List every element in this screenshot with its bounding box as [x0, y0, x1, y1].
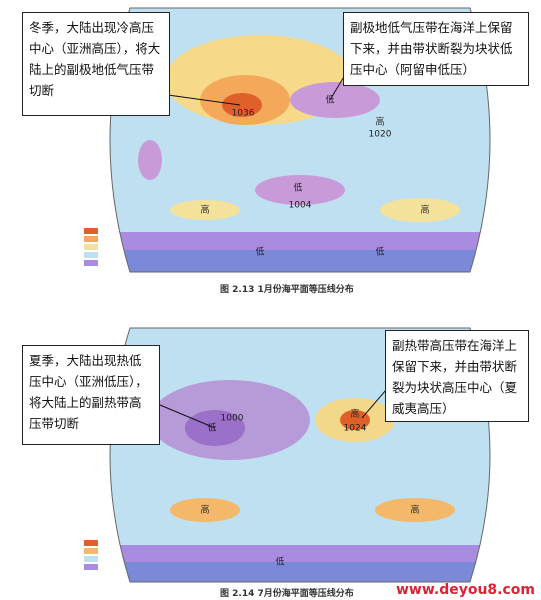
- map-label: 低: [275, 556, 284, 568]
- legend: [84, 228, 98, 570]
- caption: 图 2.14 7月份海平面等压线分布: [220, 589, 354, 599]
- map-label: 高: [200, 204, 209, 216]
- map-label: 低: [325, 94, 334, 106]
- map-label: 高: [420, 204, 429, 216]
- map-label: 高: [200, 504, 209, 516]
- map-label: 高: [410, 504, 419, 516]
- map-label: 1036: [232, 109, 255, 119]
- callout: 副热带高压带在海洋上保留下来，并由带状断裂为块状高压中心（夏威夷高压）: [385, 330, 529, 422]
- caption: 图 2.13 1月份海平面等压线分布: [220, 285, 354, 295]
- map-label: 低: [293, 182, 302, 194]
- map-label: 1020: [369, 130, 392, 140]
- map-label: 低: [375, 246, 384, 258]
- callout: 夏季，大陆出现热低压中心（亚洲低压），将大陆上的副热带高压带切断: [22, 345, 160, 445]
- map-label: 1024: [344, 424, 367, 434]
- map-label: 高: [375, 116, 384, 128]
- callout-arrows: [159, 74, 387, 429]
- callout: 副极地低气压带在海洋上保留下来，并由带状断裂为块状低压中心（阿留申低压）: [343, 12, 529, 86]
- map-label: 1000: [221, 414, 244, 424]
- callout: 冬季，大陆出现冷高压中心（亚洲高压），将大陆上的副极地低气压带切断: [22, 12, 170, 116]
- map-label: 低: [207, 422, 216, 434]
- map-label: 1004: [289, 201, 312, 211]
- map-label: 高: [350, 408, 359, 420]
- map-label: 低: [255, 246, 264, 258]
- watermark: www.deyou8.com: [395, 582, 535, 598]
